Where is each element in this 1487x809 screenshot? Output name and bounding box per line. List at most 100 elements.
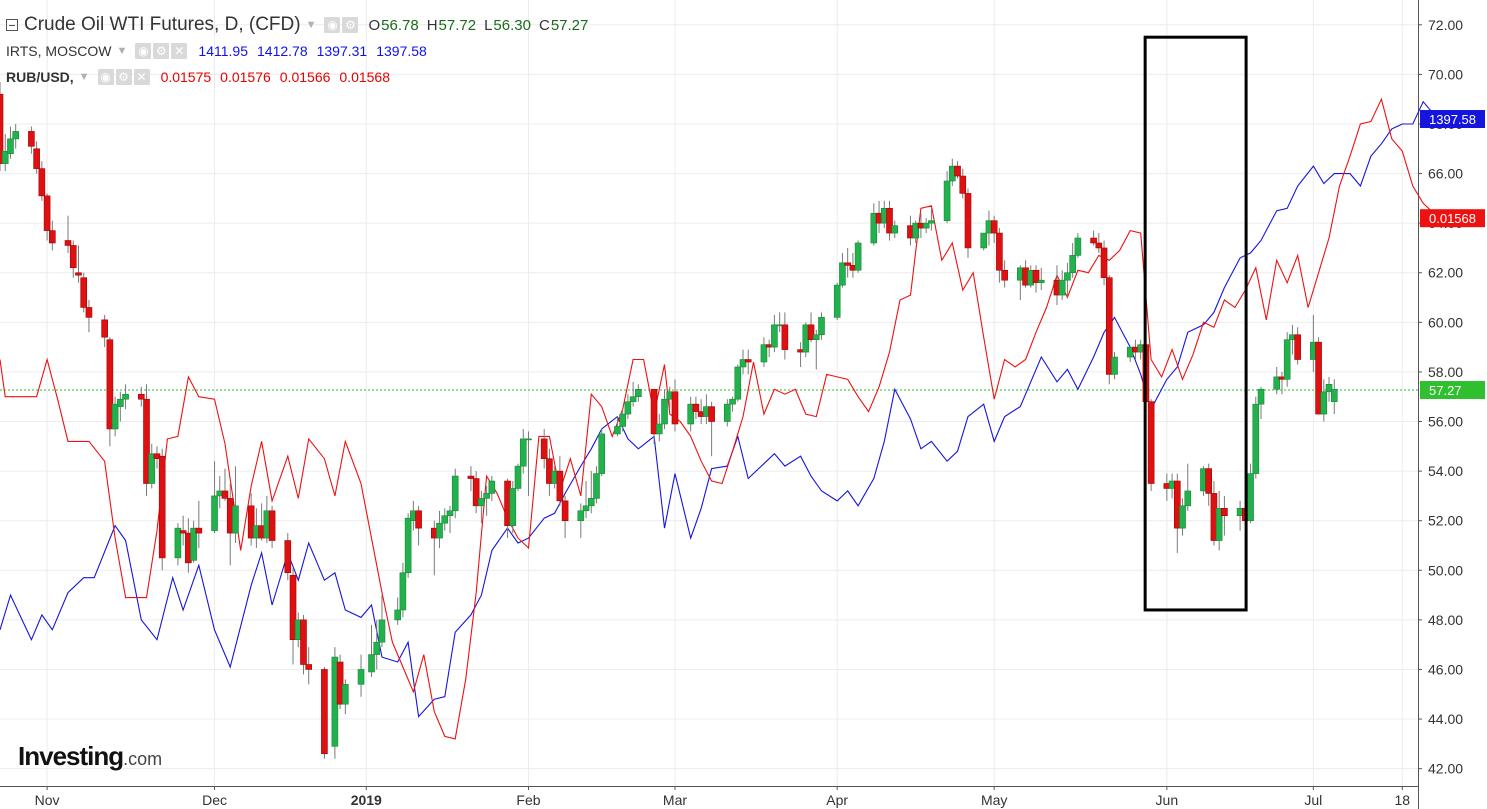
- candle: [1252, 396, 1260, 479]
- candle-body: [148, 453, 156, 484]
- candle-body: [117, 398, 124, 407]
- candle-body: [912, 222, 919, 239]
- irts-price-badge-text: 1397.58: [1429, 112, 1476, 127]
- candle: [111, 396, 119, 437]
- candle: [399, 562, 407, 618]
- candle: [509, 481, 517, 534]
- candle: [614, 416, 621, 437]
- candle: [1325, 376, 1333, 402]
- candle: [807, 312, 815, 343]
- candle: [1090, 230, 1097, 246]
- candle: [744, 349, 752, 375]
- gear-icon[interactable]: ⚙: [153, 43, 170, 59]
- legend-rub-row[interactable]: RUB/USD, ▼ ◉ ⚙ ✕ 0.01575 0.01576 0.01566…: [6, 64, 588, 90]
- candle-body: [671, 391, 679, 425]
- candle: [321, 666, 328, 759]
- collapse-icon[interactable]: [6, 19, 18, 31]
- candle: [436, 510, 443, 548]
- eye-icon[interactable]: ◉: [324, 17, 341, 33]
- candle: [1074, 233, 1082, 258]
- candle: [1001, 260, 1008, 288]
- candle: [1064, 262, 1071, 298]
- candle-body: [655, 423, 663, 435]
- eye-icon[interactable]: ◉: [97, 69, 114, 85]
- chevron-down-icon[interactable]: ▼: [78, 71, 90, 83]
- chevron-down-icon[interactable]: ▼: [116, 45, 128, 57]
- y-tick-label: 66.00: [1428, 166, 1463, 182]
- rub-low-value: 0.01566: [279, 69, 331, 85]
- candle: [844, 247, 851, 278]
- candle: [1315, 337, 1322, 415]
- candle: [1032, 265, 1040, 293]
- candle: [990, 215, 998, 243]
- candle: [483, 485, 490, 516]
- candle-body: [635, 388, 642, 398]
- rub-high-value: 0.01576: [220, 69, 271, 85]
- candle: [174, 523, 182, 566]
- candle-body: [509, 488, 517, 526]
- candle: [232, 466, 239, 544]
- candle: [7, 126, 14, 159]
- gear-icon[interactable]: ⚙: [115, 69, 132, 85]
- candle-body: [886, 207, 893, 234]
- candle: [671, 379, 679, 432]
- candle: [1147, 399, 1155, 491]
- candle-body: [300, 619, 307, 665]
- open-label: O: [368, 16, 381, 34]
- y-tick-label: 46.00: [1428, 661, 1463, 677]
- rub-price-badge-text: 0.01568: [1429, 211, 1476, 226]
- candle-body: [771, 324, 778, 348]
- candle-body: [446, 510, 454, 517]
- series-line-irts-moscow: [0, 100, 1435, 718]
- low-label: L: [484, 16, 493, 34]
- rub-symbol-label[interactable]: RUB/USD,: [6, 69, 74, 85]
- candle: [49, 220, 56, 251]
- investing-logo: Investing.com: [18, 741, 162, 772]
- candle: [650, 388, 658, 444]
- candle: [143, 384, 150, 496]
- last-price-badge-bg: [1420, 381, 1485, 400]
- candle: [1184, 463, 1192, 511]
- candle: [1257, 386, 1265, 420]
- irts-symbol-label[interactable]: IRTS, MOSCOW: [6, 43, 112, 59]
- candle-body: [111, 403, 119, 430]
- candle: [724, 399, 731, 427]
- candle-body: [954, 165, 961, 177]
- y-tick-label: 42.00: [1428, 761, 1463, 777]
- legend-irts-row[interactable]: IRTS, MOSCOW ▼ ◉ ⚙ ✕ 1411.95 1412.78 139…: [6, 38, 588, 64]
- candle: [964, 188, 972, 258]
- candle-body: [441, 515, 449, 524]
- y-tick-label: 48.00: [1428, 612, 1463, 628]
- candle: [300, 614, 307, 675]
- y-tick-label: 60.00: [1428, 314, 1463, 330]
- candle-body: [1325, 384, 1333, 393]
- candle: [1100, 240, 1108, 286]
- candle: [655, 414, 663, 442]
- candle-body: [1111, 356, 1118, 375]
- chevron-down-icon[interactable]: ▼: [305, 19, 317, 31]
- x-tick-label: Jun: [1156, 792, 1179, 808]
- close-icon[interactable]: ✕: [171, 43, 188, 59]
- candle: [80, 272, 88, 313]
- candle-body: [415, 510, 422, 529]
- candle-body: [1252, 403, 1260, 474]
- candle: [734, 364, 742, 402]
- candle: [357, 654, 365, 697]
- candle: [289, 567, 297, 665]
- candle-body: [64, 240, 72, 246]
- candle: [556, 456, 564, 506]
- candle: [1058, 270, 1066, 301]
- gear-icon[interactable]: ⚙: [342, 17, 359, 33]
- eye-icon[interactable]: ◉: [135, 43, 152, 59]
- candle: [467, 466, 475, 491]
- close-icon[interactable]: ✕: [133, 69, 150, 85]
- candle: [619, 409, 626, 432]
- candle-body: [891, 225, 899, 234]
- candle-body: [943, 180, 951, 221]
- x-tick-label: May: [981, 792, 1007, 808]
- main-symbol-label[interactable]: Crude Oil WTI Futures, D, (CFD): [24, 14, 301, 35]
- candle: [519, 428, 527, 474]
- candle: [959, 168, 967, 199]
